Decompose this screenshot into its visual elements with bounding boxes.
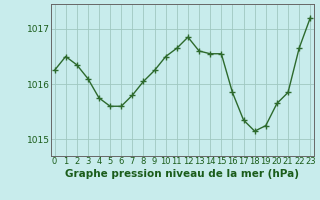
X-axis label: Graphe pression niveau de la mer (hPa): Graphe pression niveau de la mer (hPa) — [65, 169, 300, 179]
